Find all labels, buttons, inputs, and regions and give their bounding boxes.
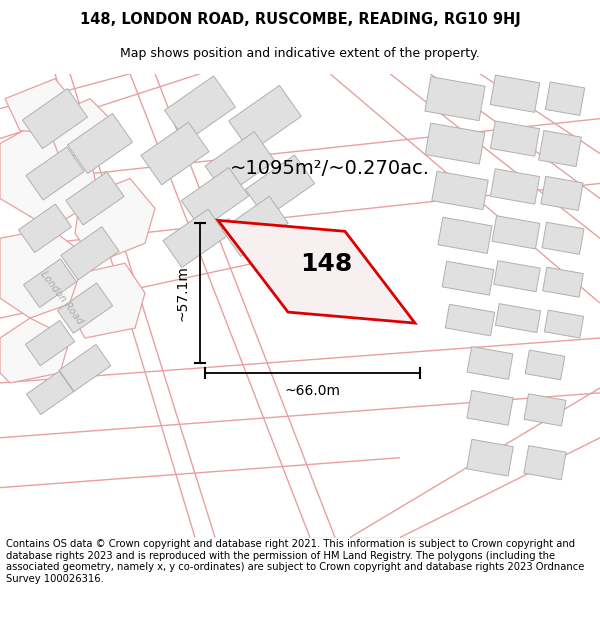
Text: ~57.1m: ~57.1m: [175, 265, 189, 321]
Polygon shape: [5, 79, 80, 134]
Polygon shape: [524, 446, 566, 480]
Polygon shape: [542, 222, 584, 254]
Polygon shape: [467, 439, 513, 476]
Polygon shape: [545, 82, 584, 116]
Text: ~1095m²/~0.270ac.: ~1095m²/~0.270ac.: [230, 159, 430, 178]
Text: London Road: London Road: [219, 216, 271, 281]
Polygon shape: [0, 318, 70, 383]
Polygon shape: [23, 259, 76, 308]
Polygon shape: [19, 204, 71, 252]
Polygon shape: [45, 99, 115, 159]
Polygon shape: [525, 350, 565, 380]
Text: 148, LONDON ROAD, RUSCOMBE, READING, RG10 9HJ: 148, LONDON ROAD, RUSCOMBE, READING, RG1…: [80, 12, 520, 28]
Polygon shape: [442, 261, 494, 295]
Polygon shape: [141, 122, 209, 185]
Polygon shape: [490, 121, 539, 156]
Text: London Road: London Road: [39, 269, 85, 327]
Polygon shape: [425, 77, 485, 121]
Polygon shape: [494, 261, 540, 292]
Polygon shape: [25, 321, 74, 366]
Polygon shape: [181, 168, 249, 229]
Text: ~66.0m: ~66.0m: [284, 384, 341, 398]
Polygon shape: [490, 169, 539, 204]
Polygon shape: [425, 123, 485, 164]
Polygon shape: [164, 76, 235, 141]
Polygon shape: [66, 172, 124, 225]
Polygon shape: [496, 304, 541, 332]
Polygon shape: [490, 75, 540, 112]
Text: Map shows position and indicative extent of the property.: Map shows position and indicative extent…: [120, 47, 480, 59]
Polygon shape: [432, 171, 488, 209]
Polygon shape: [542, 268, 583, 297]
Polygon shape: [205, 132, 275, 196]
Polygon shape: [229, 86, 301, 152]
Polygon shape: [59, 344, 111, 391]
Polygon shape: [467, 391, 513, 425]
Polygon shape: [26, 371, 74, 414]
Polygon shape: [67, 114, 133, 174]
Polygon shape: [539, 131, 581, 167]
Polygon shape: [61, 227, 119, 280]
Polygon shape: [22, 89, 88, 149]
Polygon shape: [445, 304, 495, 336]
Polygon shape: [75, 179, 155, 263]
Polygon shape: [524, 394, 566, 426]
Polygon shape: [0, 228, 90, 318]
Text: 148: 148: [301, 252, 353, 276]
Polygon shape: [544, 310, 584, 338]
Polygon shape: [245, 155, 314, 218]
Polygon shape: [541, 176, 583, 211]
Polygon shape: [218, 221, 415, 323]
Polygon shape: [26, 147, 84, 200]
Polygon shape: [58, 283, 113, 333]
Polygon shape: [467, 347, 513, 379]
Polygon shape: [0, 119, 100, 228]
Polygon shape: [68, 263, 145, 338]
Polygon shape: [492, 216, 540, 249]
Polygon shape: [222, 196, 288, 256]
Text: Contains OS data © Crown copyright and database right 2021. This information is : Contains OS data © Crown copyright and d…: [6, 539, 584, 584]
Polygon shape: [163, 209, 227, 268]
Polygon shape: [438, 217, 492, 253]
